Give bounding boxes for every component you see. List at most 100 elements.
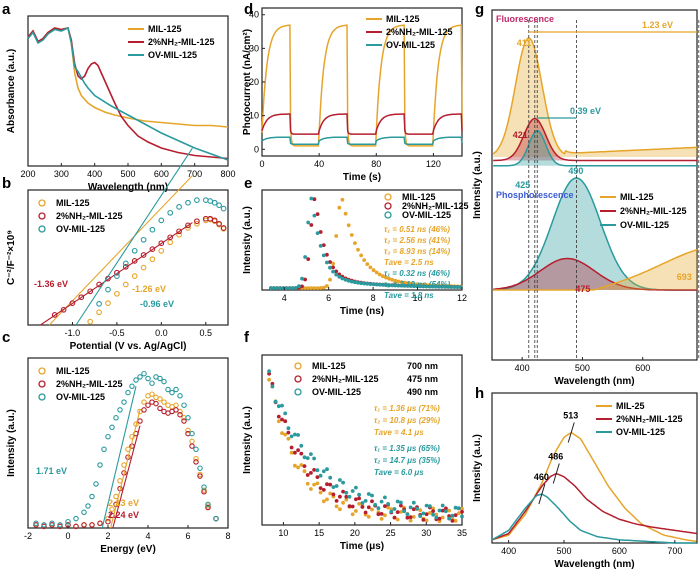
panel-f-point [434,512,439,517]
panel-f-point [383,504,387,508]
panel-b-point [176,228,182,235]
panel-e-tick-label: 4 [282,293,287,303]
panel-e-tick-label: 12 [457,293,467,303]
panel-d-tick-label: 40 [249,10,259,20]
panel-f-point [395,510,400,514]
panel-c-point [165,386,171,393]
panel-g-peak-label: 421 [513,130,528,140]
panel-e-point [362,281,367,286]
panel-h-line-series [491,473,697,541]
panel-d-line-series [261,136,463,145]
panel-a-line-series [27,27,229,160]
panel-c-point [89,522,95,528]
panel-c-point [125,389,131,396]
panel-d-legend-label: 2%NH₂-MIL-125 [386,27,453,37]
panel-e-point [306,286,311,290]
panel-e-point [399,283,404,288]
panel-h-ylabel: Intensity (a.u.) [472,434,483,502]
panel-f-point [440,508,445,513]
panel-e-legend-label: 2%NH₂-MIL-125 [402,201,469,211]
panel-g-phosphorescence-label: Phosphorescence [496,190,574,200]
panel-c-point [161,399,167,405]
panel-f-point [357,501,361,506]
panel-f-point [347,494,352,499]
panel-a-xlabel: Wavelength (nm) [88,182,168,193]
panel-f-point [270,384,275,389]
panel-h-tick-label: 400 [501,546,516,556]
panel-e-point [384,283,388,287]
panel-f-point [386,502,390,506]
panel-e-point [393,283,398,288]
panel-f-point [370,493,374,498]
panel-f-point [447,508,451,513]
panel-f-point [302,464,307,468]
panel-e-point [402,283,407,288]
panel-f-point [379,517,384,521]
panel-e-legend-label: MIL-125 [402,192,436,202]
panel-f-point [321,469,326,474]
panel-e-annotation: τ₂ = 2.56 ns (41%) [384,236,450,245]
panel-b-point [96,301,102,307]
panel-h-frame [491,392,698,544]
panel-c-point [177,393,183,399]
panel-d-tick-label: 20 [249,77,259,87]
panel-f-tick-label: 15 [314,528,324,538]
panel-f-point [318,490,323,495]
panel-c-point [105,515,111,522]
panel-b-point [167,234,174,241]
panel-b-tick-label: 0.5 [200,328,213,338]
panel-c-point [145,402,151,408]
panel-f-point [283,419,288,424]
panel-f-point [312,482,316,487]
panel-f-point [370,507,374,512]
panel-e-point [331,265,335,270]
panel-e-point [328,277,332,282]
panel-f-point [395,499,400,504]
panel-e-point [396,283,401,288]
panel-e-point [325,252,329,257]
panel-g-phos-nh2-fill [493,258,697,290]
panel-f-point [334,484,339,488]
panel-f-point [302,469,307,474]
panel-f-point [379,499,384,504]
panel-c-point [81,522,87,528]
panel-e-point [390,277,395,282]
panel-e-point [340,276,345,281]
panel-f-point [296,433,300,437]
panel-c-point [89,493,95,500]
panel-f-point [379,512,384,516]
panel-c-point [205,501,211,508]
panel-b-point [220,225,227,231]
panel-f-wavelength-label: 475 nm [407,374,438,384]
panel-e-point [315,286,320,290]
panel-f-point [299,463,304,467]
panel-f-annotation: τ₂ = 14.7 μs (35%) [374,456,440,465]
panel-g-fluor-nh2-fill [493,118,697,161]
panel-f-point [418,508,423,513]
panel-c-fit-line [101,386,137,529]
panel-d-tick-label: 40 [314,159,324,169]
panel-e-point [446,285,451,289]
panel-e-point [297,284,301,289]
panel-c-point [85,503,91,509]
panel-c-annotation: 1.71 eV [36,466,67,476]
panel-e-point [269,286,273,290]
panel-b-tick-label: -1.0 [65,328,81,338]
panel-e-point [315,231,320,236]
panel-c-tick-label: 6 [185,531,190,541]
panel-c-point [49,520,55,527]
panel-e-point [343,211,348,216]
panel-e-annotation: Tave = 1.8 ns [384,291,434,300]
panel-f-point [437,508,442,513]
panel-g-fluorescence-label: Fluorescence [496,14,554,24]
panel-f-point [366,492,371,496]
panel-b-fit-line [48,175,193,326]
panel-e-point [402,280,407,285]
panel-d-tick-label: 80 [371,159,381,169]
panel-b-point [60,306,67,313]
panel-f-point [366,514,371,519]
panel-f-point [392,507,397,511]
panel-e-tick-label: 6 [326,293,331,303]
panel-h-line-series [491,493,697,544]
